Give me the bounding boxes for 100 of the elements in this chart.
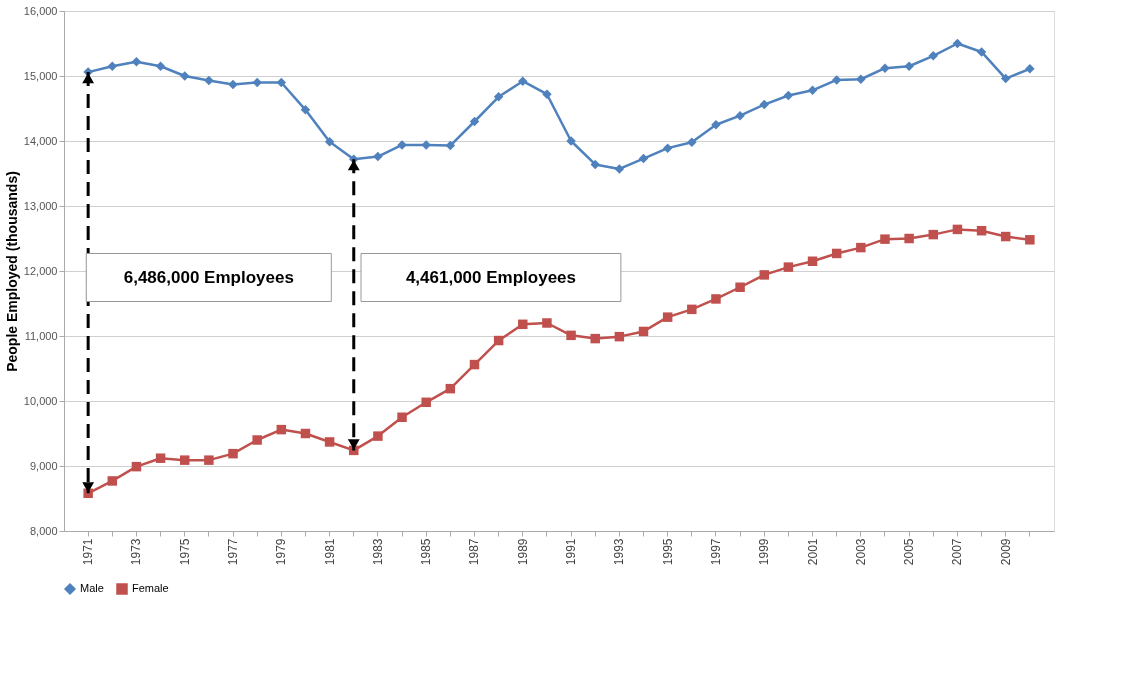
point	[300, 428, 311, 439]
legend-label: Male	[80, 582, 104, 594]
point	[783, 262, 794, 272]
point	[373, 431, 383, 441]
x-tick-label: 1993	[612, 538, 627, 566]
point	[155, 453, 166, 463]
point	[276, 424, 287, 435]
point	[300, 105, 311, 115]
point	[976, 225, 987, 236]
y-tick-label: 14,000	[23, 134, 58, 147]
point	[711, 294, 721, 304]
x-tick-label: 2005	[902, 538, 917, 566]
point	[783, 90, 794, 101]
point	[590, 333, 600, 344]
point	[204, 75, 214, 86]
x-tick-label: 1987	[467, 538, 482, 566]
point	[131, 461, 142, 472]
annotation: 4,461,000 Employees	[405, 267, 576, 287]
point	[397, 412, 407, 422]
point	[469, 359, 480, 370]
point	[735, 282, 745, 292]
point	[735, 110, 745, 121]
point	[711, 120, 721, 130]
point	[155, 61, 166, 71]
x-tick-label: 2009	[998, 538, 1013, 566]
point	[252, 435, 262, 445]
point	[614, 164, 625, 174]
point	[1000, 231, 1011, 242]
point	[421, 397, 431, 408]
point	[856, 74, 866, 84]
x-tick-label: 1989	[515, 538, 530, 566]
point	[614, 331, 625, 342]
point	[179, 71, 190, 81]
point	[469, 116, 480, 127]
point	[373, 151, 383, 162]
point	[324, 437, 335, 447]
point	[252, 77, 262, 88]
y-tick-label: 8,000	[29, 524, 58, 537]
point	[1025, 64, 1035, 74]
point	[928, 51, 939, 61]
point	[542, 89, 552, 99]
point	[228, 79, 238, 90]
point	[445, 140, 456, 151]
y-tick-label: 11,000	[24, 329, 58, 342]
x-tick-label: 1971	[81, 538, 96, 566]
point	[638, 326, 649, 337]
x-tick-label: 1991	[564, 538, 579, 566]
point	[566, 330, 576, 341]
point	[759, 270, 769, 280]
point	[204, 455, 214, 465]
point	[856, 242, 866, 253]
y-axis-title: People Employed (thousands)	[3, 171, 20, 372]
point	[107, 476, 118, 486]
point	[1025, 235, 1035, 245]
point	[179, 455, 190, 465]
x-tick-label: 1997	[708, 538, 723, 566]
point	[324, 136, 335, 147]
x-tick-label: 1977	[226, 538, 241, 566]
point	[687, 304, 697, 315]
point	[662, 312, 673, 322]
point	[952, 224, 963, 235]
legend-label: Female	[132, 582, 169, 594]
x-tick-label: 1981	[322, 538, 337, 566]
x-tick-label: 1995	[660, 538, 675, 566]
point	[759, 99, 769, 110]
point	[904, 61, 914, 71]
point	[880, 234, 890, 244]
point	[493, 335, 504, 346]
x-tick-label: 1973	[129, 538, 144, 566]
point	[107, 61, 118, 71]
point	[904, 233, 914, 244]
y-tick-label: 13,000	[23, 199, 58, 212]
point	[493, 92, 504, 102]
x-tick-label: 2007	[950, 538, 965, 566]
point	[807, 85, 818, 96]
x-tick-label: 2003	[853, 538, 868, 566]
x-tick-label: 1999	[757, 538, 772, 566]
y-tick-label: 12,000	[23, 264, 58, 277]
y-tick-label: 16,000	[23, 4, 58, 17]
point	[228, 448, 238, 459]
point	[928, 229, 939, 240]
point	[662, 143, 673, 153]
point	[638, 153, 649, 164]
x-tick-label: 2001	[805, 538, 820, 566]
point	[976, 47, 987, 57]
point	[807, 256, 818, 266]
point	[1000, 73, 1011, 84]
point	[590, 159, 600, 170]
point	[831, 75, 842, 85]
point	[518, 76, 528, 86]
point	[687, 137, 697, 148]
point	[831, 248, 842, 259]
point	[131, 56, 142, 67]
x-tick-label: 1975	[177, 538, 192, 566]
y-tick-label: 10,000	[23, 394, 58, 407]
x-tick-label: 1983	[370, 538, 385, 566]
point	[421, 140, 431, 150]
y-tick-label: 15,000	[23, 69, 58, 82]
point	[952, 38, 963, 49]
point	[542, 318, 552, 328]
